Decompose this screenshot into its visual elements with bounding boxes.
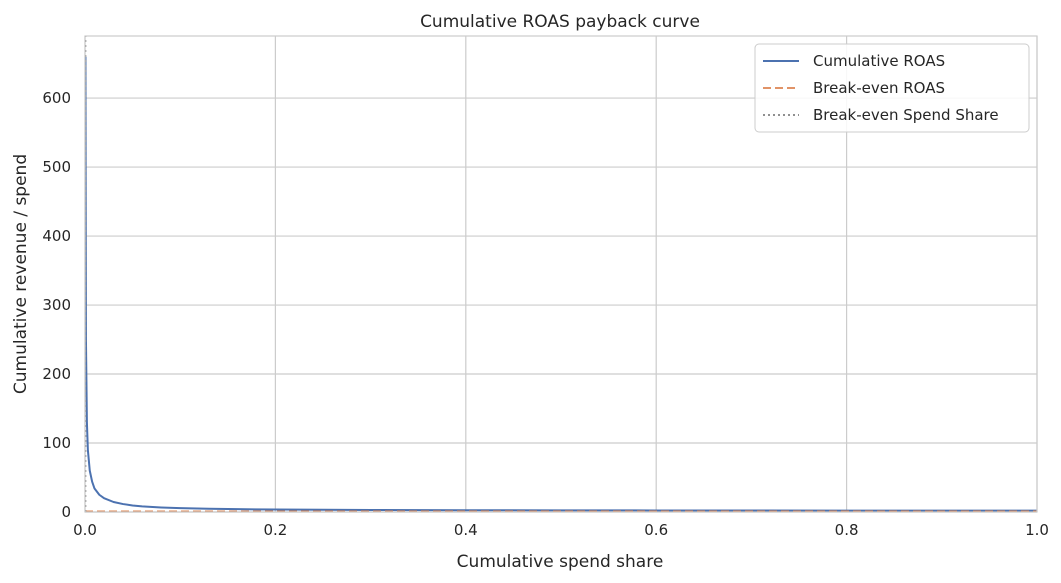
- y-axis-label: Cumulative revenue / spend: [11, 154, 31, 394]
- x-tick-label: 0.6: [644, 521, 668, 539]
- series-line-cumulative-roas: [84, 56, 1038, 512]
- y-tick-label: 200: [42, 365, 71, 383]
- plot-frame: [84, 35, 1038, 513]
- legend: Cumulative ROAS Break-even ROAS Break-even…: [754, 43, 1030, 133]
- x-tick-label: 0.2: [263, 521, 287, 539]
- legend-label: Cumulative ROAS: [813, 52, 945, 70]
- y-tick-label: 300: [42, 296, 71, 314]
- legend-label: Break-even Spend Share: [813, 106, 999, 124]
- legend-frame: [754, 43, 1030, 133]
- y-tick-label: 500: [42, 158, 71, 176]
- y-tick-label: 0: [61, 503, 71, 521]
- x-tick-label: 1.0: [1025, 521, 1049, 539]
- legend-label: Break-even ROAS: [813, 79, 945, 97]
- y-axis-ticks: 0 100 200 300 400 500 600: [42, 89, 71, 521]
- x-axis-ticks: 0.0 0.2 0.4 0.6 0.8 1.0: [73, 521, 1049, 539]
- x-axis-label: Cumulative spend share: [457, 552, 664, 572]
- chart-title: Cumulative ROAS payback curve: [420, 12, 700, 32]
- x-tick-label: 0.4: [454, 521, 478, 539]
- y-tick-label: 100: [42, 434, 71, 452]
- x-tick-label: 0.0: [73, 521, 97, 539]
- x-tick-label: 0.8: [835, 521, 859, 539]
- y-tick-label: 600: [42, 89, 71, 107]
- y-tick-label: 400: [42, 227, 71, 245]
